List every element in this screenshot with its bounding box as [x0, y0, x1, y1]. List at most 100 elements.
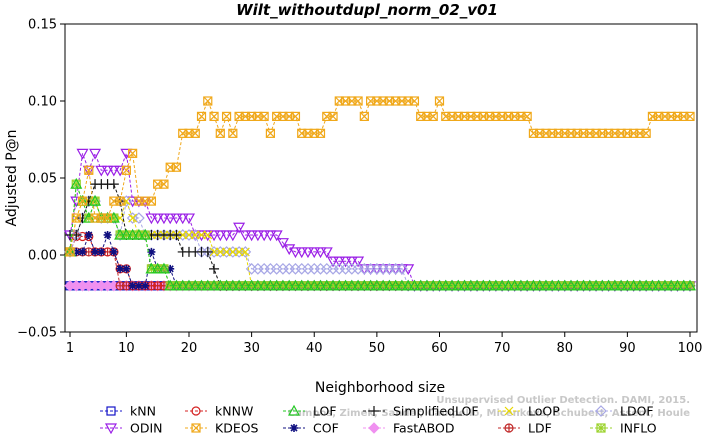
data-point — [153, 281, 163, 291]
data-point — [489, 279, 502, 291]
data-point — [120, 195, 133, 207]
data-point — [409, 96, 420, 106]
data-point — [103, 230, 112, 239]
watermark-line-2: Campos, Zimek, Sander, Campello, Micenko… — [288, 407, 690, 419]
x-tick-label: 80 — [556, 341, 573, 356]
data-point — [633, 279, 646, 291]
data-point — [171, 229, 182, 240]
data-point — [220, 279, 233, 291]
data-point — [265, 128, 276, 138]
x-tick-label: 30 — [243, 341, 260, 356]
data-point — [395, 279, 408, 291]
data-point — [259, 111, 269, 122]
data-point — [233, 222, 246, 234]
data-point — [89, 148, 102, 160]
data-point — [240, 247, 250, 257]
data-point — [234, 247, 244, 257]
data-point — [203, 230, 213, 240]
legend-swatch-marker — [290, 424, 298, 432]
data-point — [190, 230, 200, 240]
data-point — [414, 279, 427, 291]
data-point — [433, 279, 446, 291]
data-point — [353, 96, 363, 106]
data-point — [171, 162, 182, 172]
data-point — [95, 165, 108, 177]
data-point — [126, 228, 139, 240]
data-point — [89, 194, 102, 206]
data-point — [70, 177, 83, 189]
data-point — [146, 196, 157, 206]
data-point — [314, 279, 327, 291]
data-point — [402, 279, 415, 291]
data-point — [345, 256, 358, 268]
data-point — [196, 111, 207, 122]
data-point — [64, 246, 76, 258]
data-point — [477, 279, 490, 291]
legend-label: SimplifiedLOF — [393, 404, 479, 419]
series-layer — [63, 96, 697, 293]
data-point — [276, 279, 289, 291]
data-point — [396, 263, 408, 275]
series-loop — [65, 196, 695, 291]
data-point — [189, 279, 202, 291]
data-point — [164, 279, 177, 291]
data-point — [178, 230, 188, 240]
data-point — [166, 264, 175, 273]
data-point — [139, 228, 152, 240]
data-point — [308, 247, 321, 259]
y-axis: −0.05 0.00 0.05 0.10 0.15 — [17, 18, 65, 341]
chart-title: Wilt_withoutdupl_norm_02_v01 — [236, 1, 498, 19]
data-point — [145, 213, 158, 225]
data-point — [170, 213, 183, 225]
data-point — [333, 256, 346, 268]
data-point — [602, 279, 615, 291]
data-point — [164, 213, 177, 225]
data-point — [201, 279, 214, 291]
legend-swatch-marker — [369, 406, 379, 416]
data-point — [195, 279, 208, 291]
data-point — [428, 111, 438, 122]
data-point — [116, 264, 125, 273]
data-point — [464, 279, 477, 291]
data-point — [615, 279, 628, 291]
data-point — [339, 256, 352, 268]
data-point — [78, 247, 87, 256]
data-point — [508, 279, 521, 291]
legend-item-simplifiedlof: SimplifiedLOF — [363, 404, 479, 419]
data-point — [209, 111, 219, 122]
legend-item-odin: ODIN — [100, 421, 163, 434]
data-point — [151, 262, 164, 274]
data-point — [84, 230, 93, 239]
data-point — [295, 279, 308, 291]
data-point — [197, 230, 206, 240]
data-point — [590, 279, 603, 291]
legend-item-ldf: LDF — [498, 421, 552, 434]
data-point — [182, 279, 196, 291]
data-point — [214, 230, 227, 242]
data-point — [107, 212, 120, 224]
data-point — [89, 195, 101, 207]
data-point — [120, 228, 133, 240]
data-point — [640, 279, 653, 291]
data-point — [108, 179, 119, 190]
data-point — [141, 281, 150, 290]
data-point — [132, 228, 145, 240]
data-point — [558, 279, 571, 291]
legend-label: kNN — [130, 404, 156, 419]
data-point — [370, 279, 383, 291]
data-point — [77, 196, 88, 206]
data-point — [91, 247, 100, 256]
legend-swatch-marker — [596, 423, 606, 433]
data-point — [107, 165, 120, 177]
legend-label: kNNW — [215, 404, 253, 419]
data-point — [685, 111, 695, 122]
data-point — [420, 279, 433, 291]
data-point — [571, 279, 584, 291]
data-point — [190, 128, 200, 138]
data-point — [209, 263, 220, 274]
data-point — [109, 247, 118, 256]
data-point — [65, 247, 75, 257]
data-point — [203, 96, 213, 106]
data-point — [328, 111, 338, 122]
legend-item-lof: LOF — [283, 404, 337, 419]
